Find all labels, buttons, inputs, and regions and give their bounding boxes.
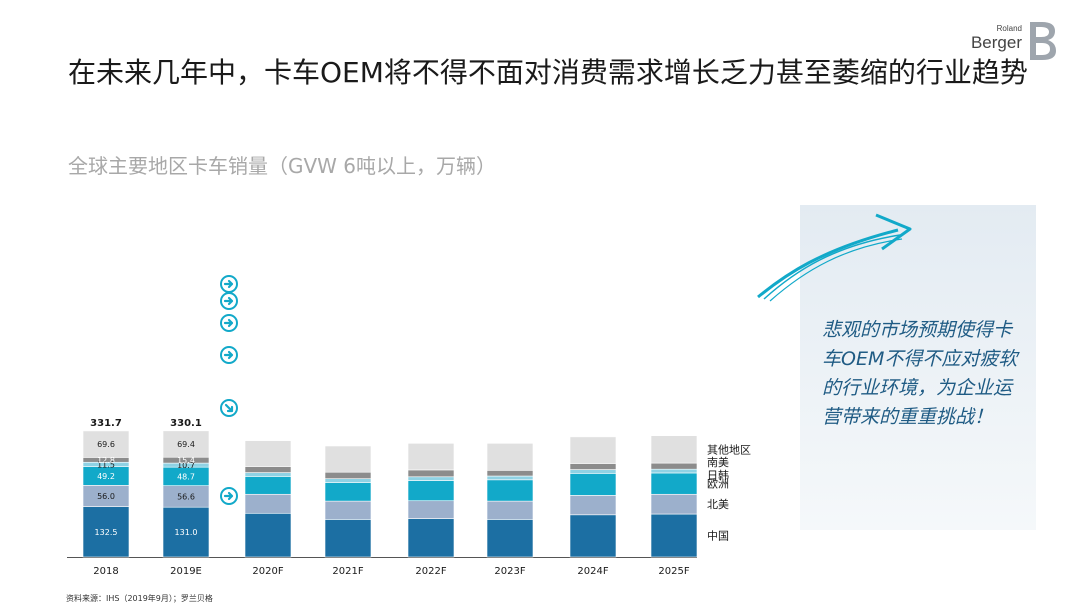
bar-segment-south_america-3 (324, 471, 372, 479)
bar-segment-others-6 (569, 436, 617, 464)
bar-segment-china-3 (324, 519, 372, 558)
trend-arrow-icon-3 (220, 346, 238, 364)
callout-box (800, 205, 1036, 530)
legend-label-south_america: 南美 (707, 456, 729, 469)
bar-segment-europe-4 (407, 480, 455, 502)
bar-segment-china-7 (650, 513, 698, 558)
page-title: 在未来几年中，卡车OEM将不得不面对消费需求增长乏力甚至萎缩的行业趋势 (68, 56, 1028, 89)
legend-label-north_america: 北美 (707, 498, 729, 511)
bar-segment-japan_korea-6 (569, 469, 617, 474)
trend-arrow-icon-1 (220, 292, 238, 310)
callout-swoosh-arrow (757, 213, 912, 302)
data-label-south_america-1: 15.4 (177, 456, 195, 465)
bar-segment-north_america-4 (407, 500, 455, 519)
bar-segment-japan_korea-5 (486, 475, 534, 481)
bar-segment-north_america-6 (569, 495, 617, 516)
data-label-japan_korea-0: 11.5 (97, 460, 115, 469)
legend-label-japan_korea: 日韩 (707, 468, 729, 482)
bar-segment-china-5 (486, 519, 534, 558)
bar-segment-south_america-4 (407, 469, 455, 478)
bar-segment-europe-5 (486, 479, 534, 502)
bar-segment-europe-2 (244, 476, 292, 495)
x-tick-label-2: 2020F (252, 566, 283, 577)
x-tick-label-7: 2025F (658, 566, 689, 577)
bar-segment-north_america-2 (244, 493, 292, 514)
bar-segment-others-3 (324, 445, 372, 473)
bar-segment-china-0 (82, 506, 130, 558)
bar-segment-others-0 (82, 430, 130, 458)
bar-segment-others-1 (162, 430, 210, 458)
x-tick-label-1: 2019E (170, 566, 202, 577)
bar-segment-china-2 (244, 512, 292, 558)
data-label-others-1: 69.4 (177, 440, 195, 449)
bar-segment-north_america-3 (324, 500, 372, 520)
bar-segment-others-2 (244, 440, 292, 467)
sales-chart: 2018 331.7 2019E 330.1 2020F 2021F 2022F 2023F 2… (67, 275, 751, 577)
bar-segment-japan_korea-4 (407, 476, 455, 481)
bar-segment-south_america-7 (650, 462, 698, 470)
bar-segment-china-4 (407, 518, 455, 558)
logo-line-2: Berger (970, 33, 1022, 52)
x-tick-label-5: 2023F (494, 566, 525, 577)
bar-segment-north_america-7 (650, 493, 698, 515)
data-label-north_america-1: 56.6 (177, 492, 195, 501)
legend-label-others: 其他地区 (707, 443, 751, 456)
bar-segment-north_america-5 (486, 500, 534, 520)
total-label-0: 331.7 (90, 418, 122, 429)
x-tick-label-0: 2018 (93, 566, 118, 577)
bar-segment-europe-7 (650, 472, 698, 495)
bar-segment-others-5 (486, 443, 534, 471)
bar-segment-south_america-6 (569, 463, 617, 470)
trend-arrow-icon-4 (220, 399, 238, 417)
data-label-europe-1: 48.7 (177, 472, 195, 481)
data-label-others-0: 69.6 (97, 440, 115, 449)
data-label-japan_korea-1: 10.7 (177, 461, 195, 470)
bar-segment-japan_korea-7 (650, 468, 698, 474)
roland-berger-logo: Roland Berger (966, 20, 1062, 62)
bar-segment-south_america-5 (486, 470, 534, 477)
x-tick-label-4: 2022F (415, 566, 446, 577)
bar-segment-others-7 (650, 435, 698, 464)
trend-arrow-icon-2 (220, 314, 238, 332)
trend-arrow-icon-5 (220, 487, 238, 505)
legend-label-europe: 欧洲 (707, 478, 729, 491)
data-label-north_america-0: 56.0 (97, 492, 115, 501)
x-tick-label-6: 2024F (577, 566, 608, 577)
bar-segment-europe-3 (324, 482, 372, 502)
source-note: 资料来源：IHS（2019年9月）；罗兰贝格 (66, 594, 213, 603)
bar-segment-japan_korea-3 (324, 478, 372, 483)
data-label-south_america-0: 12.8 (97, 456, 115, 465)
total-label-1: 330.1 (170, 418, 202, 429)
data-label-china-1: 131.0 (175, 528, 198, 537)
bar-segment-japan_korea-2 (244, 472, 292, 477)
bar-segment-south_america-2 (244, 466, 292, 473)
chart-subtitle: 全球主要地区卡车销量（GVW 6吨以上，万辆） (68, 154, 497, 178)
x-tick-label-3: 2021F (332, 566, 363, 577)
bar-segment-europe-6 (569, 473, 617, 496)
logo-line-1: Roland (996, 24, 1022, 33)
data-label-europe-0: 49.2 (97, 472, 115, 481)
trend-arrow-icon-0 (220, 275, 238, 293)
bar-segment-china-6 (569, 514, 617, 558)
legend-label-china: 中国 (707, 530, 729, 543)
bar-segment-others-4 (407, 443, 455, 471)
callout-text: 悲观的市场预期使得卡车OEM不得不应对疲软的行业环境，为企业运营带来的重重挑战！ (822, 319, 1018, 428)
logo-b-mark (1030, 22, 1056, 60)
data-label-china-0: 132.5 (95, 528, 118, 537)
